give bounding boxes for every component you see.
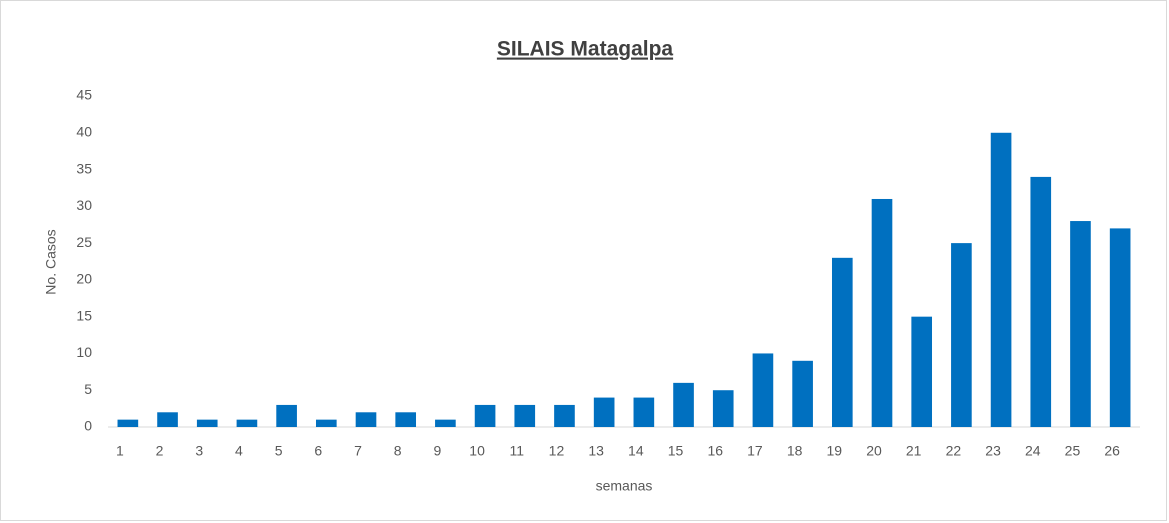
x-tick-label: 9 bbox=[433, 443, 441, 459]
x-tick-label: 8 bbox=[394, 443, 402, 459]
x-tick-label: 22 bbox=[946, 443, 962, 459]
bar bbox=[117, 419, 139, 427]
bar bbox=[673, 382, 694, 427]
x-tick-label: 16 bbox=[707, 443, 723, 459]
bar bbox=[792, 360, 813, 427]
y-axis-label: No. Casos bbox=[43, 229, 59, 294]
x-tick-label: 10 bbox=[469, 443, 485, 459]
bar bbox=[395, 412, 417, 427]
x-tick-label: 1 bbox=[116, 443, 124, 459]
bar bbox=[1109, 228, 1131, 427]
y-tick-label: 30 bbox=[76, 197, 92, 213]
bar bbox=[911, 316, 933, 427]
x-tick-label: 26 bbox=[1104, 443, 1120, 459]
bar bbox=[196, 419, 218, 427]
y-tick-label: 10 bbox=[76, 344, 92, 360]
x-tick-label: 23 bbox=[985, 443, 1001, 459]
bar bbox=[951, 243, 972, 427]
x-tick-label: 19 bbox=[827, 443, 843, 459]
bar bbox=[474, 404, 496, 427]
x-tick-label: 13 bbox=[588, 443, 604, 459]
bar bbox=[633, 397, 655, 427]
bar bbox=[236, 419, 258, 427]
x-tick-label: 4 bbox=[235, 443, 243, 459]
x-tick-label: 2 bbox=[156, 443, 164, 459]
x-tick-label: 3 bbox=[195, 443, 203, 459]
bar bbox=[276, 404, 297, 427]
y-tick-label: 45 bbox=[76, 87, 92, 103]
y-tick-label: 20 bbox=[76, 271, 92, 287]
x-tick-label: 17 bbox=[747, 443, 763, 459]
bar bbox=[554, 404, 575, 427]
x-tick-label: 21 bbox=[906, 443, 922, 459]
y-tick-label: 35 bbox=[76, 160, 92, 176]
y-tick-label: 5 bbox=[84, 381, 92, 397]
bar bbox=[990, 132, 1012, 427]
x-axis-label: semanas bbox=[596, 478, 653, 494]
x-tick-label: 12 bbox=[549, 443, 565, 459]
bar bbox=[1070, 221, 1091, 427]
bar bbox=[435, 419, 456, 427]
x-tick-label: 6 bbox=[314, 443, 322, 459]
x-tick-label: 7 bbox=[354, 443, 362, 459]
x-tick-label: 25 bbox=[1065, 443, 1081, 459]
y-tick-label: 40 bbox=[76, 123, 92, 139]
x-tick-label: 11 bbox=[509, 443, 524, 459]
bar bbox=[514, 404, 536, 427]
bar bbox=[315, 419, 337, 427]
chart-title: SILAIS Matagalpa bbox=[497, 38, 674, 61]
x-tick-label: 5 bbox=[275, 443, 283, 459]
y-tick-label: 0 bbox=[84, 418, 92, 434]
bar bbox=[157, 412, 178, 427]
y-tick-label: 25 bbox=[76, 234, 92, 250]
x-tick-label: 15 bbox=[668, 443, 684, 459]
bar bbox=[1030, 176, 1052, 427]
bar bbox=[355, 412, 377, 427]
x-tick-label: 24 bbox=[1025, 443, 1041, 459]
bar bbox=[712, 390, 734, 427]
y-tick-label: 15 bbox=[76, 307, 92, 323]
bar bbox=[871, 198, 893, 427]
bar bbox=[593, 397, 615, 427]
bar bbox=[831, 257, 853, 427]
bar bbox=[752, 353, 774, 427]
x-tick-label: 20 bbox=[866, 443, 882, 459]
x-tick-label: 14 bbox=[628, 443, 644, 459]
x-tick-label: 18 bbox=[787, 443, 803, 459]
